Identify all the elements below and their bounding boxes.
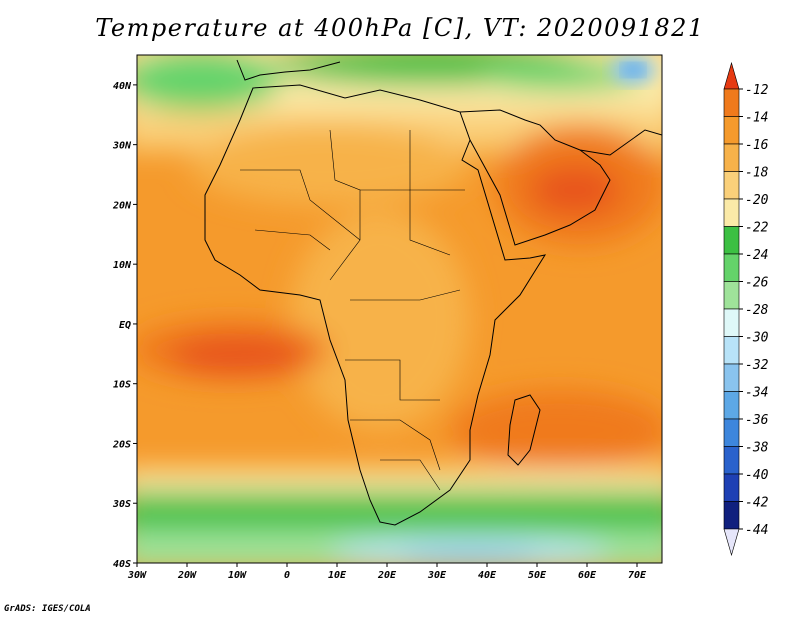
colorbar-swatch xyxy=(723,446,740,475)
colorbar-swatch xyxy=(723,226,740,255)
x-tick-label: 50E xyxy=(528,570,547,581)
x-tick-label: 20E xyxy=(377,570,397,581)
colorbar-label: -18 xyxy=(745,166,769,181)
temperature-field xyxy=(137,55,662,563)
credit-label: GrADS: IGES/COLA xyxy=(4,604,91,614)
plot-frame xyxy=(136,54,663,564)
colorbar-swatch xyxy=(723,198,740,227)
x-tick-label: 70E xyxy=(628,570,647,581)
colorbar-label: -34 xyxy=(745,386,768,401)
colorbar-label: -24 xyxy=(745,248,768,263)
colorbar-label: -16 xyxy=(745,138,769,153)
colorbar-top-arrow xyxy=(723,61,740,90)
colorbar-label: -22 xyxy=(745,221,769,236)
x-tick-label: 60E xyxy=(578,570,597,581)
x-tick-label: 30W xyxy=(127,570,147,581)
colorbar-swatch xyxy=(723,143,740,172)
colorbar-label: -44 xyxy=(745,523,768,538)
x-tick-label: 0 xyxy=(284,570,290,581)
chart-title: Temperature at 400hPa [C], VT: 202009182… xyxy=(95,14,705,42)
colorbar-label: -36 xyxy=(745,413,769,428)
coastlines xyxy=(204,59,662,526)
colorbar: -12 -14 -16 -18 -20 -22 -24 -26 -28 -30 -32 -34 -36 -… xyxy=(723,61,769,557)
colorbar-label: -40 xyxy=(745,468,769,483)
colorbar-label: -14 xyxy=(745,111,768,126)
colorbar-swatch xyxy=(723,473,740,502)
x-tick-label: 20W xyxy=(177,570,197,581)
y-tick-label: EQ xyxy=(119,320,131,331)
colorbar-label: -32 xyxy=(745,358,769,373)
colorbar-label: -38 xyxy=(745,441,769,456)
colorbar-swatch xyxy=(723,253,740,282)
colorbar-swatch xyxy=(723,171,740,200)
x-tick-label: 40E xyxy=(478,570,497,581)
colorbar-swatch xyxy=(723,336,740,365)
colorbar-bottom-arrow xyxy=(723,528,740,557)
y-tick-label: 30S xyxy=(112,499,131,510)
colorbar-swatch xyxy=(723,363,740,392)
colorbar-label: -12 xyxy=(745,83,769,98)
colorbar-swatch xyxy=(723,391,740,420)
axis-labels: 30W 20W 10W 0 10E 20E 30E 40E 50E 60E 70E 40N 30N 20N… xyxy=(112,81,647,581)
y-tick-label: 20S xyxy=(112,439,131,450)
x-tick-label: 10E xyxy=(328,570,347,581)
colorbar-swatch xyxy=(723,308,740,337)
y-tick-label: 20N xyxy=(112,200,132,211)
y-tick-label: 40S xyxy=(113,559,131,570)
colorbar-label: -28 xyxy=(745,303,769,318)
colorbar-label: -30 xyxy=(745,331,769,346)
y-tick-label: 40N xyxy=(113,81,132,92)
y-tick-label: 30N xyxy=(112,141,132,152)
colorbar-swatch xyxy=(723,116,740,145)
colorbar-swatch xyxy=(723,418,740,447)
x-tick-label: 30E xyxy=(427,570,447,581)
colorbar-swatch xyxy=(723,88,740,117)
colorbar-label: -42 xyxy=(745,496,769,511)
colorbar-label: -20 xyxy=(745,193,769,208)
y-tick-label: 10S xyxy=(113,380,131,391)
y-tick-label: 10N xyxy=(113,260,132,271)
colorbar-swatch xyxy=(723,501,740,530)
x-tick-label: 10W xyxy=(228,570,247,581)
colorbar-label: -26 xyxy=(745,276,769,291)
colorbar-swatch xyxy=(723,281,740,310)
country-borders xyxy=(240,129,465,491)
